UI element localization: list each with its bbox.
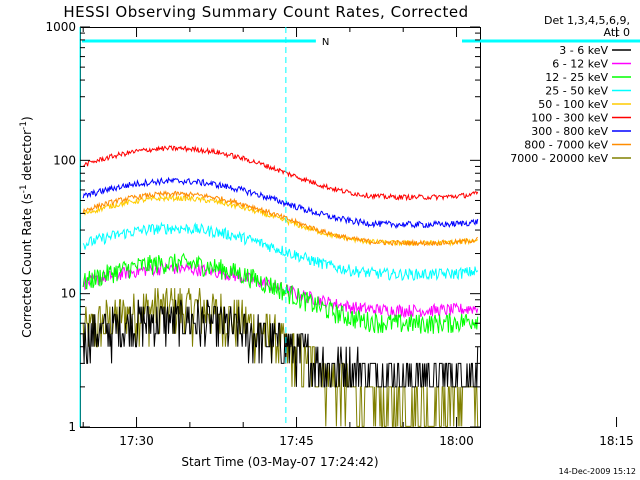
- y-tick-label-3: 1000: [45, 20, 76, 34]
- legend-header-line1: Det 1,3,4,5,6,9,: [544, 14, 630, 27]
- x-tick-label-2: 18:00: [439, 434, 474, 448]
- series-line-6: [82, 176, 479, 230]
- y-axis-label-sup1: -1: [19, 184, 29, 193]
- x-axis-label: Start Time (03-May-07 17:24:42): [181, 455, 378, 469]
- legend-label-7: 800 - 7000 keV: [524, 139, 608, 152]
- legend-label-3: 25 - 50 keV: [545, 85, 608, 98]
- time-markers: [79, 27, 287, 427]
- series-line-2: [82, 252, 479, 334]
- y-axis-ticks: 1 10 100 1000: [45, 20, 480, 434]
- legend-label-1: 6 - 12 keV: [552, 58, 608, 71]
- timestamp: 14-Dec-2009 15:12: [559, 467, 636, 476]
- flag-bars: N: [82, 37, 640, 48]
- series-lines: [82, 145, 479, 427]
- y-tick-label-1: 10: [61, 287, 76, 301]
- series-line-7: [82, 190, 479, 247]
- legend-label-6: 300 - 800 keV: [531, 125, 608, 138]
- series-line-3: [82, 221, 479, 282]
- y-axis-label-end: ): [20, 116, 34, 121]
- chart-title: HESSI Observing Summary Count Rates, Cor…: [63, 3, 468, 21]
- legend-header-line2: Att 0: [604, 26, 630, 39]
- x-tick-label-0: 17:30: [119, 434, 154, 448]
- y-axis-label-mid: detector: [20, 130, 34, 185]
- series-line-0: [82, 299, 479, 388]
- y-tick-label-0: 1: [68, 420, 76, 434]
- y-axis-label: Corrected Count Rate (s-1 detector-1): [19, 116, 34, 337]
- y-axis-label-sup2: -1: [19, 121, 29, 130]
- legend-label-4: 50 - 100 keV: [538, 98, 608, 111]
- legend-label-2: 12 - 25 keV: [545, 71, 608, 84]
- flag-label: N: [322, 37, 329, 48]
- y-tick-label-2: 100: [53, 153, 76, 167]
- x-tick-label-1: 17:45: [279, 434, 314, 448]
- legend-label-5: 100 - 300 keV: [531, 112, 608, 125]
- legend-label-0: 3 - 6 keV: [559, 44, 608, 57]
- legend-label-8: 7000 - 20000 keV: [510, 152, 608, 165]
- x-tick-label-3: 18:15: [599, 434, 634, 448]
- series-line-8: [82, 288, 479, 427]
- series-line-5: [82, 145, 479, 202]
- y-axis-label-main: Corrected Count Rate (s: [20, 193, 34, 337]
